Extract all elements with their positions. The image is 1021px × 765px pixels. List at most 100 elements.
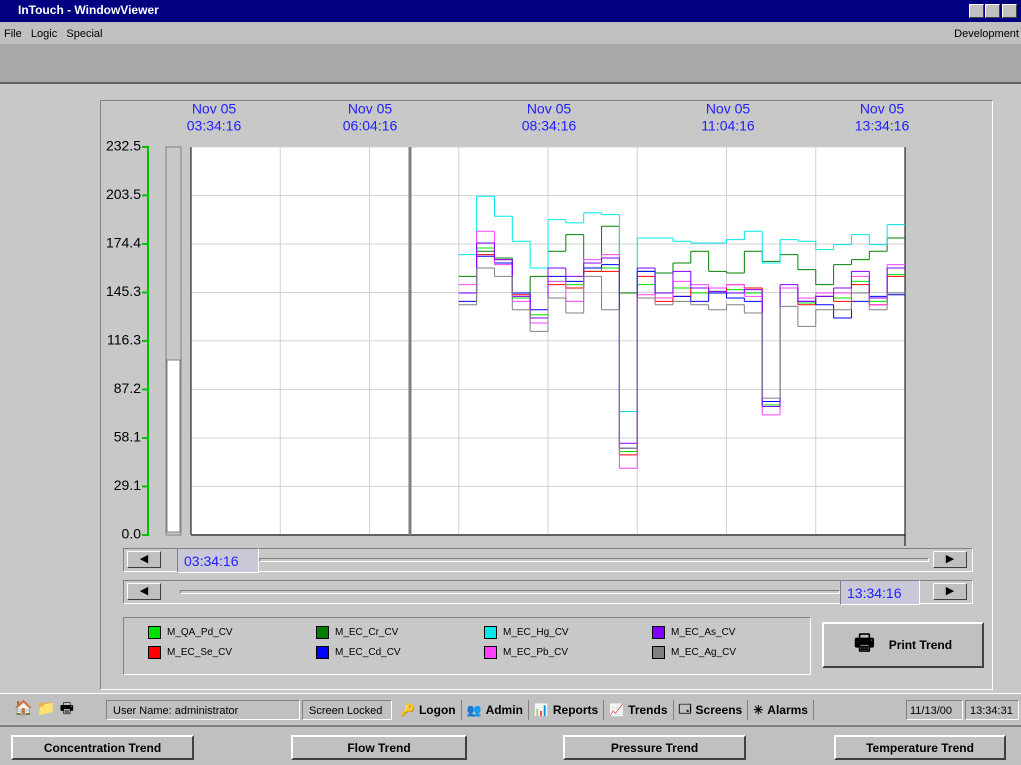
x-time-label: 06:04:16 (343, 118, 398, 134)
legend-swatch (484, 626, 497, 639)
legend-swatch (316, 646, 329, 659)
close[interactable] (1002, 4, 1017, 18)
legend-swatch (652, 646, 665, 659)
end-time: 13:34:16 (840, 580, 920, 605)
window-title: InTouch - WindowViewer (18, 3, 159, 17)
y-scroll-thumb (166, 359, 181, 533)
menu-bar: File Logic Special Development (0, 22, 1021, 44)
status-icon: 🔑 (400, 703, 415, 717)
print-label: Print Trend (888, 638, 953, 652)
toolbar-band (0, 44, 1021, 84)
menu-item[interactable]: File (4, 28, 22, 40)
y-tick-label: 87.2 (114, 380, 141, 396)
status-button[interactable]: 🔑 Logon (395, 700, 462, 720)
status-icon: 📈 (609, 703, 625, 717)
legend-item: M_EC_Cd_CV (316, 646, 401, 659)
legend-label: M_EC_As_CV (671, 627, 736, 638)
y-tick-label: 174.4 (106, 235, 141, 251)
legend-item: M_EC_Ag_CV (652, 646, 736, 659)
x-time-label: 08:34:16 (522, 118, 577, 134)
y-tick-label: 116.3 (107, 332, 141, 348)
scroll-left[interactable]: ◀ (127, 551, 161, 568)
y-tick-label: 145.3 (106, 283, 141, 299)
scroll-track (180, 590, 840, 594)
status-icons: 🏠 📁 🖶 (14, 700, 74, 717)
menu-item[interactable]: Special (66, 28, 103, 40)
status-icon: 👥 (466, 703, 482, 717)
status-label: Alarms (767, 703, 808, 717)
x-date-label: Nov 05 (860, 101, 905, 117)
x-date-label: Nov 05 (348, 101, 393, 117)
nav-button[interactable]: Temperature Trend (834, 735, 1006, 760)
status-buttons: 🔑 Logon 👥 Admin 📊 Reports 📈 Trends 🗔 Screens ✳ Alar… (395, 700, 814, 720)
restore[interactable] (985, 4, 1000, 18)
legend-swatch (484, 646, 497, 659)
status-icon: 📊 (533, 703, 549, 717)
legend-label: M_EC_Pb_CV (503, 647, 569, 658)
status-date: 11/13/00 (906, 700, 963, 720)
status-label: Logon (418, 703, 456, 717)
start-time: 03:34:16 (177, 548, 259, 573)
y-tick-label: 29.1 (114, 477, 141, 493)
status-label: Screens (695, 703, 743, 717)
legend-label: M_QA_Pd_CV (167, 627, 233, 638)
scrollbar (123, 580, 973, 604)
legend-label: M_EC_Cr_CV (335, 627, 399, 638)
x-time-label: 03:34:16 (187, 118, 242, 134)
status-label: Reports (552, 703, 599, 717)
status-icon: 🗔 (678, 701, 692, 716)
legend-swatch (148, 626, 161, 639)
legend-item: M_EC_Hg_CV (484, 626, 569, 639)
mode: Development (954, 28, 1019, 40)
legend-item: M_EC_As_CV (652, 626, 735, 639)
legend-item: M_EC_Pb_CV (484, 646, 568, 659)
y-tick-label: 203.5 (106, 186, 141, 202)
legend-swatch (652, 626, 665, 639)
legend-swatch (148, 646, 161, 659)
x-time-label: 13:34:16 (855, 118, 910, 134)
status-button[interactable]: 👥 Admin (462, 700, 529, 720)
legend: M_QA_Pd_CV M_EC_Se_CV M_EC_Cr_CV M_EC_Cd_CV… (123, 617, 811, 675)
legend-item: M_EC_Cr_CV (316, 626, 398, 639)
y-tick-label: 232.5 (106, 138, 141, 154)
scroll-track (259, 558, 929, 562)
y-tick-label: 0.0 (122, 526, 142, 542)
scroll-left[interactable]: ◀ (127, 583, 161, 600)
x-date-label: Nov 05 (192, 101, 237, 117)
status-icon: ✳ (753, 703, 764, 717)
status-button[interactable]: 📊 Reports (529, 700, 605, 720)
y-tick-label: 58.1 (114, 429, 141, 445)
trend-panel (100, 100, 993, 690)
status-button[interactable]: ✳ Alarms (748, 700, 814, 720)
printer-icon: 🖶 (853, 630, 875, 655)
legend-swatch (316, 626, 329, 639)
status-label: Admin (485, 703, 523, 717)
status-time: 13:34:31 (965, 700, 1019, 720)
nav-button[interactable]: Flow Trend (291, 735, 467, 760)
legend-item: M_EC_Se_CV (148, 646, 232, 659)
legend-label: M_EC_Ag_CV (671, 647, 737, 658)
status-button[interactable]: 🗔 Screens (674, 700, 749, 720)
scroll-right[interactable]: ▶ (933, 551, 967, 568)
nav-button[interactable]: Pressure Trend (563, 735, 746, 760)
legend-label: M_EC_Hg_CV (503, 627, 569, 638)
print-button[interactable]: 🖶 Print Trend (822, 622, 984, 668)
status-label: Trends (628, 703, 668, 717)
x-date-label: Nov 05 (527, 101, 572, 117)
legend-label: M_EC_Cd_CV (335, 647, 401, 658)
scroll-right[interactable]: ▶ (933, 583, 967, 600)
trend-chart: 0.0 29.1 58.1 87.2 116.3 145.3 174.4 203.5 232.5… (106, 101, 910, 546)
screen-lock: Screen Locked (302, 700, 392, 720)
legend-label: M_EC_Se_CV (167, 647, 233, 658)
user-name: User Name: administrator (106, 700, 300, 720)
legend-item: M_QA_Pd_CV (148, 626, 233, 639)
menu-item[interactable]: Logic (30, 28, 58, 40)
minimize[interactable] (969, 4, 984, 18)
x-date-label: Nov 05 (706, 101, 751, 117)
scrollbar (123, 548, 973, 572)
status-bar (0, 693, 1021, 723)
status-button[interactable]: 📈 Trends (604, 700, 674, 720)
nav-button[interactable]: Concentration Trend (11, 735, 194, 760)
title-bar: InTouch - WindowViewer (0, 0, 1021, 22)
